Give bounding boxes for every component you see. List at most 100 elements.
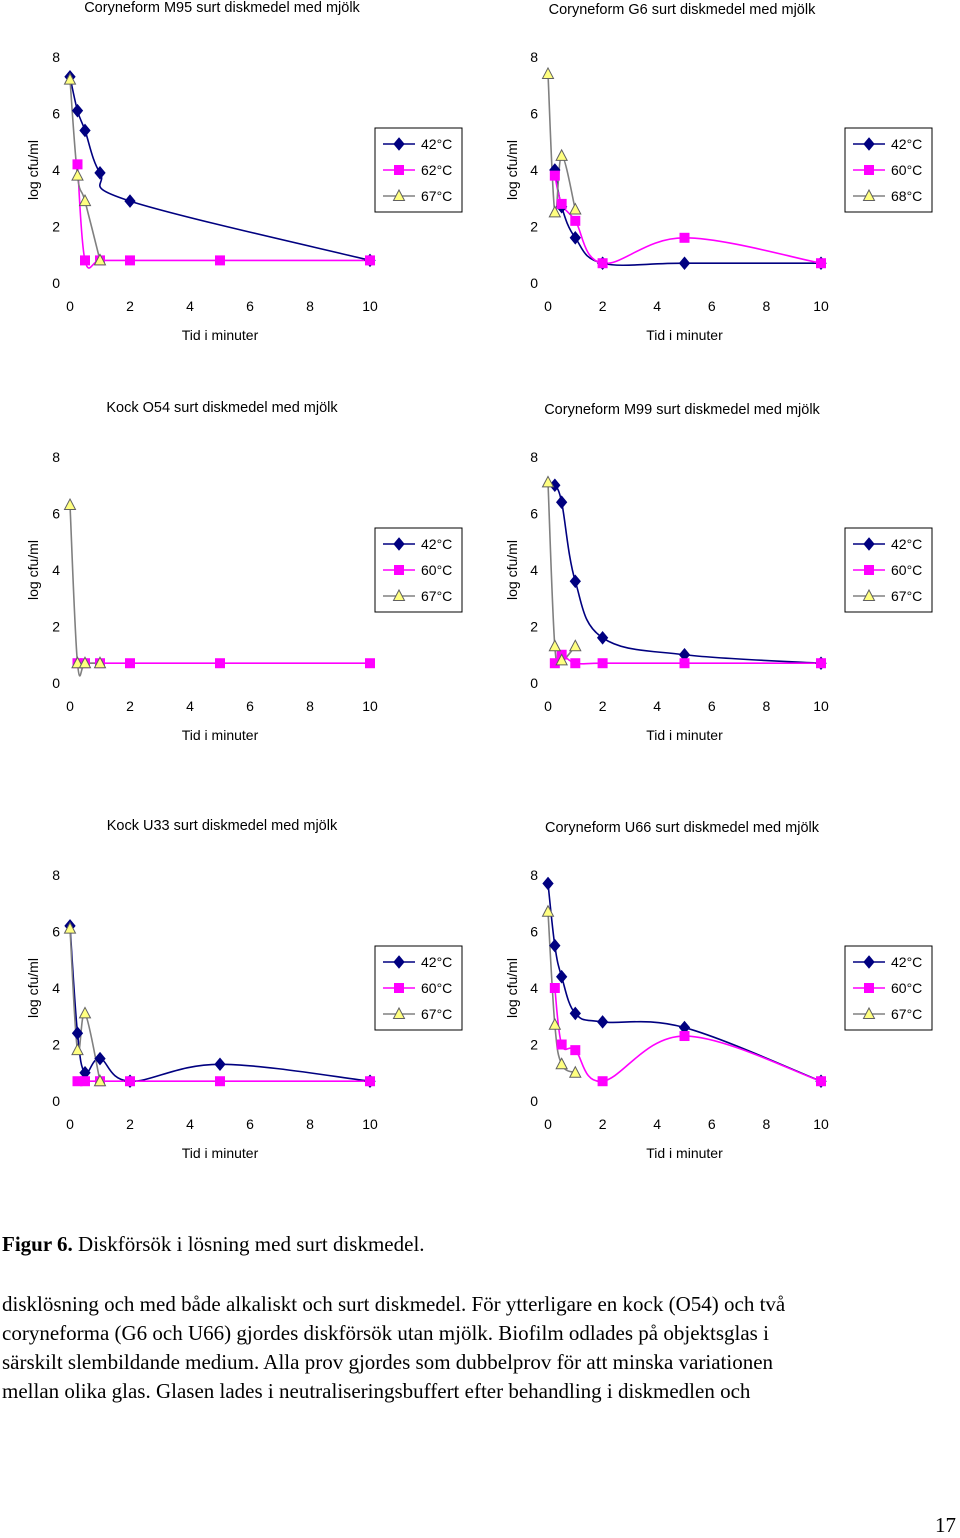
y-tick-label: 0 <box>530 275 538 291</box>
x-tick-label: 4 <box>653 698 661 714</box>
data-point-series-1 <box>555 495 568 509</box>
x-tick-label: 8 <box>306 1116 314 1132</box>
page-number: 17 <box>935 1513 956 1537</box>
x-tick-label: 10 <box>362 698 378 714</box>
data-point-series-3 <box>63 921 77 934</box>
legend-marker <box>863 537 875 551</box>
y-tick-label: 2 <box>52 619 60 635</box>
data-point-series-2 <box>816 258 826 269</box>
y-tick-label: 8 <box>530 867 538 883</box>
data-point-series-2 <box>215 255 225 266</box>
data-point-series-1 <box>94 166 106 180</box>
data-point-series-1 <box>678 256 691 271</box>
data-point-series-2 <box>556 1039 567 1050</box>
series-line-1 <box>547 883 822 1082</box>
chart-kock-u33: Kock U33 surt diskmedel med mjölk 0 2 4 6 8 0 2… <box>25 818 463 1161</box>
y-tick-label: 6 <box>530 106 538 122</box>
data-point-series-2 <box>679 232 690 243</box>
data-point-series-2 <box>72 159 83 170</box>
data-point-series-2 <box>125 658 135 669</box>
y-tick-label: 0 <box>52 275 60 291</box>
x-tick-label: 10 <box>362 1116 378 1132</box>
data-point-series-1 <box>124 194 136 208</box>
chart-title: Kock U33 surt diskmedel med mjölk <box>107 818 338 834</box>
data-point-series-1 <box>569 1006 581 1021</box>
data-point-series-1 <box>596 631 609 645</box>
data-point-series-2 <box>125 1076 135 1087</box>
data-point-series-3 <box>78 1006 92 1019</box>
legend-marker <box>863 137 875 151</box>
x-tick-label: 6 <box>708 298 716 314</box>
legend-label: 42°C <box>421 954 452 970</box>
x-axis-label: Tid i minuter <box>182 727 259 743</box>
legend-label: 67°C <box>421 1006 452 1022</box>
y-tick-label: 8 <box>52 49 60 65</box>
data-point-series-2 <box>365 255 375 266</box>
data-point-series-2 <box>597 1076 608 1087</box>
legend-label: 67°C <box>421 188 452 204</box>
data-point-series-3 <box>93 1074 107 1087</box>
legend-marker <box>862 188 876 201</box>
chart-title: Coryneform U66 surt diskmedel med mjölk <box>545 820 820 836</box>
data-point-series-3 <box>555 1057 568 1070</box>
legend-label: 60°C <box>891 562 922 578</box>
data-point-series-2 <box>549 983 560 993</box>
data-point-series-2 <box>125 255 135 266</box>
y-axis-label: log cfu/ml <box>25 140 41 200</box>
y-tick-label: 6 <box>52 506 60 522</box>
legend-label: 68°C <box>891 188 922 204</box>
series-line-1 <box>554 169 821 267</box>
x-tick-label: 6 <box>708 1116 716 1132</box>
y-tick-label: 2 <box>530 1037 538 1053</box>
x-tick-label: 10 <box>362 298 378 314</box>
figure-label: Figur 6. <box>2 1232 73 1256</box>
data-point-series-2 <box>570 1045 581 1056</box>
x-tick-label: 2 <box>126 698 134 714</box>
x-axis-label: Tid i minuter <box>182 1145 259 1161</box>
x-tick-label: 4 <box>653 1116 661 1132</box>
y-tick-label: 6 <box>52 106 60 122</box>
y-tick-label: 4 <box>530 562 538 578</box>
data-point-series-1 <box>94 1051 106 1066</box>
y-tick-label: 0 <box>52 1093 60 1109</box>
legend-label: 60°C <box>891 980 922 996</box>
x-tick-label: 0 <box>544 698 552 714</box>
data-point-series-2 <box>597 658 608 669</box>
series-line-1 <box>69 76 371 262</box>
y-tick-label: 6 <box>530 924 538 940</box>
y-tick-label: 2 <box>530 219 538 235</box>
legend-label: 60°C <box>421 562 452 578</box>
series-line-3 <box>547 482 576 667</box>
legend-marker <box>392 1006 406 1019</box>
x-tick-label: 10 <box>813 698 829 714</box>
chart-title: Coryneform M99 surt diskmedel med mjölk <box>544 402 820 418</box>
data-point-series-3 <box>93 253 107 266</box>
paragraph-line: disklösning och med både alkaliskt och s… <box>2 1292 786 1316</box>
data-point-series-2 <box>570 658 581 669</box>
data-point-series-3 <box>548 1017 562 1030</box>
data-point-series-3 <box>78 193 92 207</box>
data-point-series-3 <box>71 656 84 669</box>
chart-title: Coryneform G6 surt diskmedel med mjölk <box>549 2 816 18</box>
legend-marker <box>864 565 874 575</box>
y-tick-label: 4 <box>52 162 60 178</box>
legend-marker <box>393 537 405 551</box>
x-tick-label: 2 <box>599 698 607 714</box>
y-tick-label: 6 <box>52 924 60 940</box>
data-point-series-3 <box>555 653 568 666</box>
data-point-series-1 <box>214 1057 226 1072</box>
data-point-series-3 <box>541 66 555 79</box>
data-point-series-3 <box>71 1043 84 1056</box>
legend-label: 60°C <box>421 980 452 996</box>
series-line-2 <box>76 164 370 269</box>
data-point-series-3 <box>568 639 582 652</box>
data-point-series-3 <box>555 148 568 161</box>
y-tick-label: 4 <box>52 980 60 996</box>
data-point-series-2 <box>215 658 225 669</box>
data-point-series-2 <box>549 170 560 181</box>
legend-label: 67°C <box>891 1006 922 1022</box>
x-tick-label: 0 <box>66 298 74 314</box>
chart-kock-o54: Kock O54 surt diskmedel med mjölk 0 2 4 6 8 0 2… <box>25 400 463 743</box>
series-line-2 <box>554 175 822 265</box>
y-axis-label: log cfu/ml <box>25 958 41 1018</box>
